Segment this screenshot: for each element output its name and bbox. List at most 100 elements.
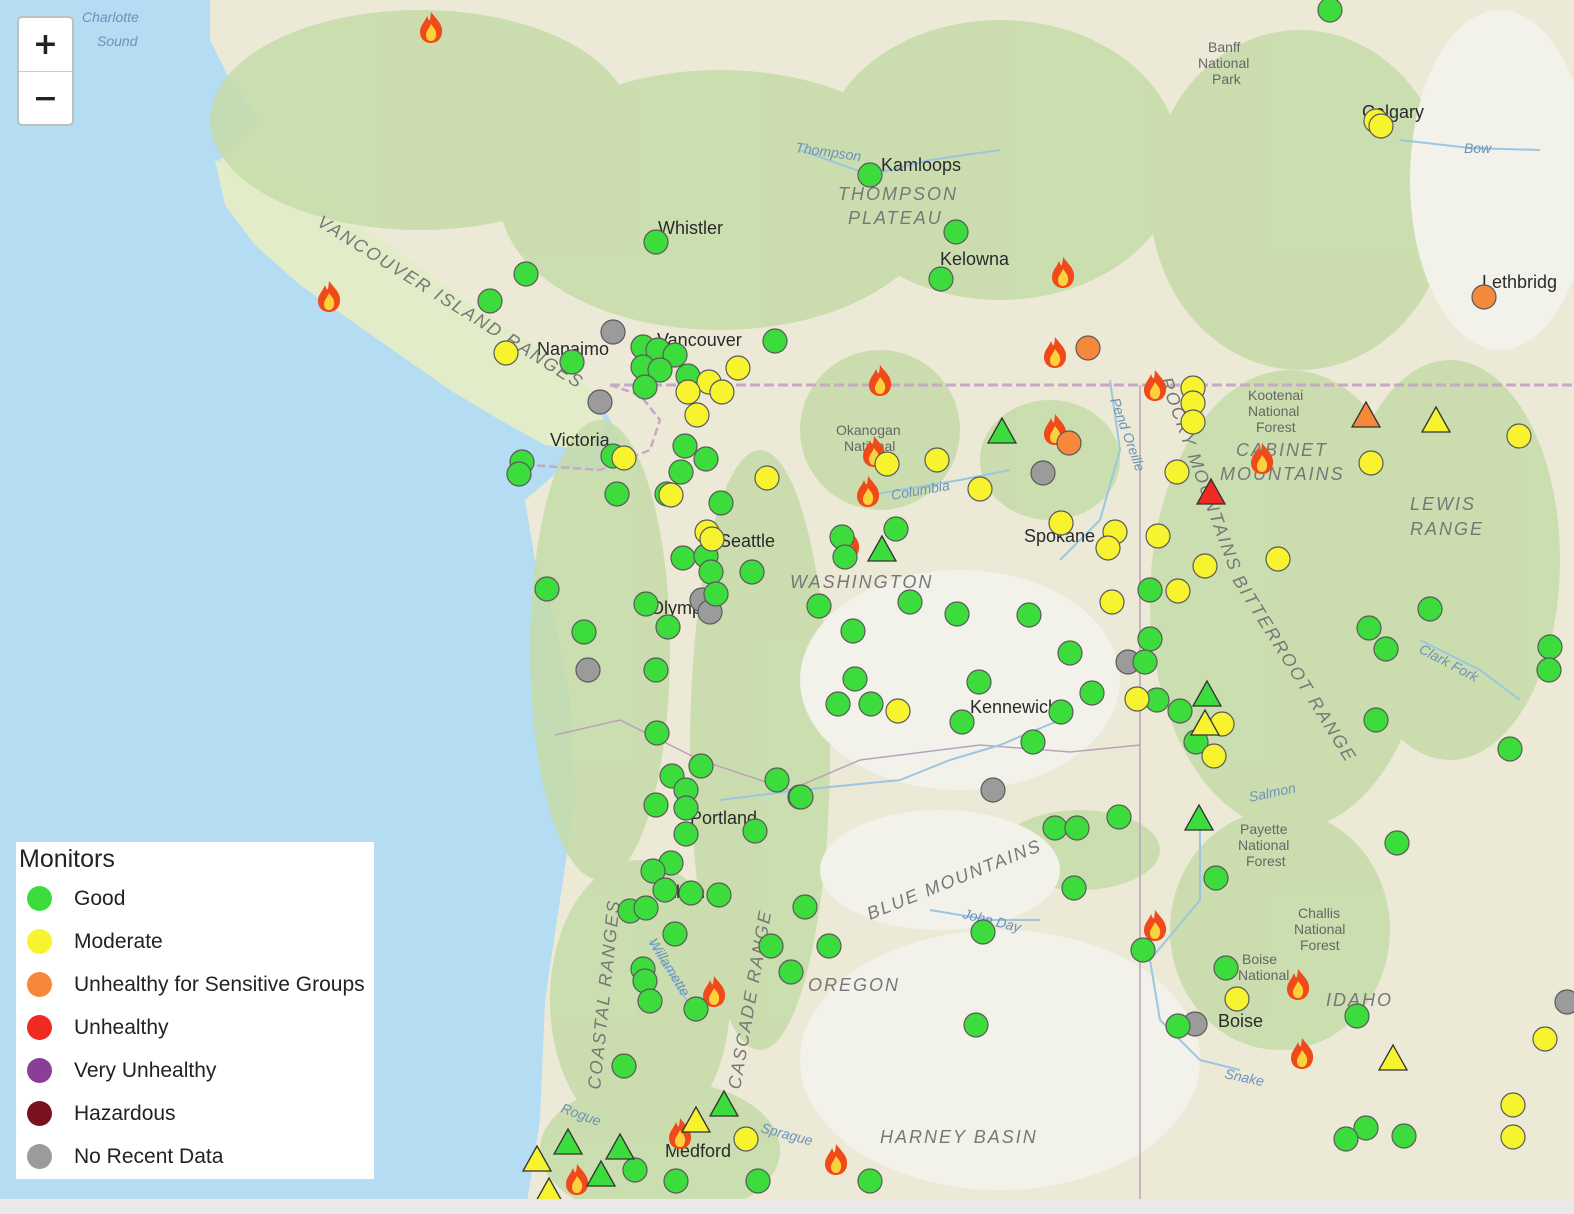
sensor-triangle-good[interactable] [708,1089,740,1117]
sensor-triangle-good[interactable] [986,416,1018,444]
monitor-marker-good[interactable] [857,1168,883,1194]
monitor-marker-good[interactable] [1203,865,1229,891]
fire-icon[interactable] [1291,1038,1314,1069]
sensor-triangle-usg[interactable] [1350,400,1382,428]
monitor-marker-moderate[interactable] [1164,459,1190,485]
monitor-marker-good[interactable] [742,818,768,844]
monitor-marker-good[interactable] [652,877,678,903]
fire-icon[interactable] [825,1144,848,1175]
monitor-marker-good[interactable] [643,792,669,818]
fire-icon[interactable] [420,12,443,43]
monitor-marker-moderate[interactable] [1095,535,1121,561]
monitor-marker-no-data[interactable] [587,389,613,415]
monitor-marker-good[interactable] [1048,699,1074,725]
monitor-marker-good[interactable] [655,614,681,640]
monitor-marker-good[interactable] [571,619,597,645]
monitor-marker-good[interactable] [758,933,784,959]
monitor-marker-moderate[interactable] [699,526,725,552]
monitor-marker-good[interactable] [1106,804,1132,830]
monitor-marker-good[interactable] [1417,596,1443,622]
sensor-triangle-moderate[interactable] [680,1105,712,1133]
monitor-marker-good[interactable] [637,988,663,1014]
monitor-marker-good[interactable] [693,446,719,472]
sensor-triangle-unhealthy[interactable] [1195,477,1227,505]
monitor-marker-good[interactable] [644,720,670,746]
monitor-marker-good[interactable] [1020,729,1046,755]
monitor-marker-good[interactable] [1213,955,1239,981]
monitor-marker-good[interactable] [778,959,804,985]
monitor-marker-good[interactable] [672,433,698,459]
monitor-marker-good[interactable] [688,753,714,779]
monitor-marker-good[interactable] [1165,1013,1191,1039]
monitor-marker-good[interactable] [897,589,923,615]
monitor-marker-good[interactable] [883,516,909,542]
monitor-marker-moderate[interactable] [874,451,900,477]
monitor-marker-good[interactable] [1373,636,1399,662]
fire-icon[interactable] [1044,337,1067,368]
monitor-marker-moderate[interactable] [924,447,950,473]
sensor-triangle-good[interactable] [1183,803,1215,831]
monitor-marker-moderate[interactable] [1224,986,1250,1012]
monitor-marker-moderate[interactable] [1500,1092,1526,1118]
monitor-marker-moderate[interactable] [1500,1124,1526,1150]
monitor-marker-good[interactable] [1391,1123,1417,1149]
monitor-marker-no-data[interactable] [1554,989,1574,1015]
monitor-marker-good[interactable] [1333,1126,1359,1152]
monitor-marker-good[interactable] [678,880,704,906]
monitor-marker-good[interactable] [611,1053,637,1079]
monitor-marker-good[interactable] [622,1157,648,1183]
monitor-marker-good[interactable] [1167,698,1193,724]
monitor-marker-good[interactable] [698,559,724,585]
monitor-marker-good[interactable] [513,261,539,287]
monitor-marker-good[interactable] [604,481,630,507]
monitor-marker-moderate[interactable] [1265,546,1291,572]
monitor-marker-good[interactable] [640,858,666,884]
monitor-marker-moderate[interactable] [725,355,751,381]
monitor-marker-good[interactable] [663,1168,689,1194]
monitor-marker-moderate[interactable] [675,379,701,405]
monitor-marker-moderate[interactable] [1506,423,1532,449]
monitor-marker-moderate[interactable] [658,482,684,508]
monitor-marker-good[interactable] [703,581,729,607]
monitor-marker-good[interactable] [1057,640,1083,666]
sensor-triangle-moderate[interactable] [1420,405,1452,433]
monitor-marker-good[interactable] [1130,937,1156,963]
fire-icon[interactable] [1144,370,1167,401]
monitor-marker-no-data[interactable] [980,777,1006,803]
monitor-marker-moderate[interactable] [1192,553,1218,579]
monitor-marker-good[interactable] [1497,736,1523,762]
monitor-marker-good[interactable] [966,669,992,695]
monitor-marker-moderate[interactable] [1099,589,1125,615]
monitor-marker-good[interactable] [534,576,560,602]
monitor-marker-good[interactable] [559,349,585,375]
monitor-marker-moderate[interactable] [1201,743,1227,769]
monitor-marker-moderate[interactable] [709,379,735,405]
monitor-marker-good[interactable] [683,996,709,1022]
monitor-marker-good[interactable] [633,591,659,617]
fire-icon[interactable] [857,476,880,507]
monitor-marker-good[interactable] [1344,1003,1370,1029]
monitor-marker-good[interactable] [1061,875,1087,901]
monitor-marker-good[interactable] [832,544,858,570]
monitor-marker-good[interactable] [673,821,699,847]
fire-icon[interactable] [1251,443,1274,474]
fire-icon[interactable] [1144,910,1167,941]
monitor-marker-good[interactable] [764,767,790,793]
zoom-in-button[interactable]: + [32,27,59,62]
monitor-marker-moderate[interactable] [967,476,993,502]
monitor-marker-good[interactable] [670,545,696,571]
monitor-marker-good[interactable] [1384,830,1410,856]
sensor-triangle-good[interactable] [1191,679,1223,707]
monitor-marker-moderate[interactable] [885,698,911,724]
fire-icon[interactable] [703,976,726,1007]
monitor-marker-good[interactable] [662,342,688,368]
monitor-marker-good[interactable] [806,593,832,619]
monitor-marker-good[interactable] [1137,577,1163,603]
monitor-marker-good[interactable] [1132,649,1158,675]
monitor-marker-good[interactable] [963,1012,989,1038]
monitor-marker-good[interactable] [668,459,694,485]
sensor-triangle-moderate[interactable] [521,1144,553,1172]
monitor-marker-good[interactable] [477,288,503,314]
monitor-marker-moderate[interactable] [1145,523,1171,549]
monitor-marker-moderate[interactable] [684,402,710,428]
